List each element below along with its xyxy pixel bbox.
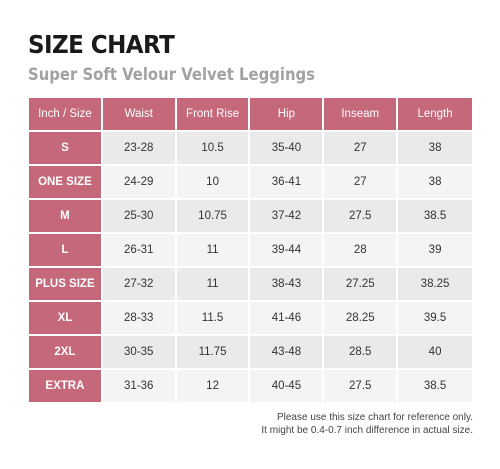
table-row: 2XL 30-35 11.75 43-48 28.5 40 [29, 336, 472, 368]
front-rise-cell: 11 [176, 234, 249, 266]
page-title: SIZE CHART [28, 30, 175, 59]
inseam-cell: 27 [324, 132, 397, 164]
column-header-hip: Hip [250, 98, 323, 130]
inseam-cell: 28.5 [324, 336, 397, 368]
waist-cell: 27-32 [102, 268, 175, 300]
waist-cell: 30-35 [102, 336, 175, 368]
size-label: EXTRA [29, 370, 101, 402]
hip-cell: 41-46 [250, 302, 323, 334]
inseam-cell: 28 [324, 234, 397, 266]
hip-cell: 43-48 [250, 336, 323, 368]
length-cell: 38.5 [398, 370, 472, 402]
length-cell: 39.5 [398, 302, 472, 334]
size-label: L [29, 234, 101, 266]
page-subtitle: Super Soft Velour Velvet Leggings [28, 65, 315, 84]
front-rise-cell: 10 [176, 166, 249, 198]
table-row: M 25-30 10.75 37-42 27.5 38.5 [29, 200, 472, 232]
table-row: ONE SIZE 24-29 10 36-41 27 38 [29, 166, 472, 198]
size-label: PLUS SIZE [29, 268, 101, 300]
column-header-inseam: Inseam [324, 98, 397, 130]
table-row: PLUS SIZE 27-32 11 38-43 27.25 38.25 [29, 268, 472, 300]
inseam-cell: 27.5 [324, 370, 397, 402]
front-rise-cell: 10.75 [176, 200, 249, 232]
table-row: XL 28-33 11.5 41-46 28.25 39.5 [29, 302, 472, 334]
front-rise-cell: 11.5 [176, 302, 249, 334]
hip-cell: 38-43 [250, 268, 323, 300]
column-header-front-rise: Front Rise [176, 98, 249, 130]
column-header-waist: Waist [102, 98, 175, 130]
front-rise-cell: 10.5 [176, 132, 249, 164]
table-row: EXTRA 31-36 12 40-45 27.5 38.5 [29, 370, 472, 402]
front-rise-cell: 11.75 [176, 336, 249, 368]
column-header-length: Length [398, 98, 472, 130]
size-label: M [29, 200, 101, 232]
inseam-cell: 27.25 [324, 268, 397, 300]
size-chart-table: Inch / Size Waist Front Rise Hip Inseam … [27, 96, 474, 404]
waist-cell: 26-31 [102, 234, 175, 266]
waist-cell: 23-28 [102, 132, 175, 164]
hip-cell: 35-40 [250, 132, 323, 164]
waist-cell: 28-33 [102, 302, 175, 334]
size-label: S [29, 132, 101, 164]
column-header-size: Inch / Size [29, 98, 101, 130]
size-label: XL [29, 302, 101, 334]
table-header-row: Inch / Size Waist Front Rise Hip Inseam … [29, 98, 472, 130]
length-cell: 40 [398, 336, 472, 368]
front-rise-cell: 11 [176, 268, 249, 300]
hip-cell: 39-44 [250, 234, 323, 266]
hip-cell: 40-45 [250, 370, 323, 402]
length-cell: 38.5 [398, 200, 472, 232]
inseam-cell: 28.25 [324, 302, 397, 334]
footnote-line-2: It might be 0.4-0.7 inch difference in a… [261, 425, 473, 436]
size-label: ONE SIZE [29, 166, 101, 198]
inseam-cell: 27 [324, 166, 397, 198]
waist-cell: 24-29 [102, 166, 175, 198]
size-label: 2XL [29, 336, 101, 368]
hip-cell: 36-41 [250, 166, 323, 198]
inseam-cell: 27.5 [324, 200, 397, 232]
footnote: Please use this size chart for reference… [261, 411, 473, 437]
length-cell: 38 [398, 132, 472, 164]
table-row: L 26-31 11 39-44 28 39 [29, 234, 472, 266]
front-rise-cell: 12 [176, 370, 249, 402]
length-cell: 38 [398, 166, 472, 198]
length-cell: 39 [398, 234, 472, 266]
table-row: S 23-28 10.5 35-40 27 38 [29, 132, 472, 164]
hip-cell: 37-42 [250, 200, 323, 232]
footnote-line-1: Please use this size chart for reference… [276, 412, 473, 423]
length-cell: 38.25 [398, 268, 472, 300]
waist-cell: 25-30 [102, 200, 175, 232]
waist-cell: 31-36 [102, 370, 175, 402]
